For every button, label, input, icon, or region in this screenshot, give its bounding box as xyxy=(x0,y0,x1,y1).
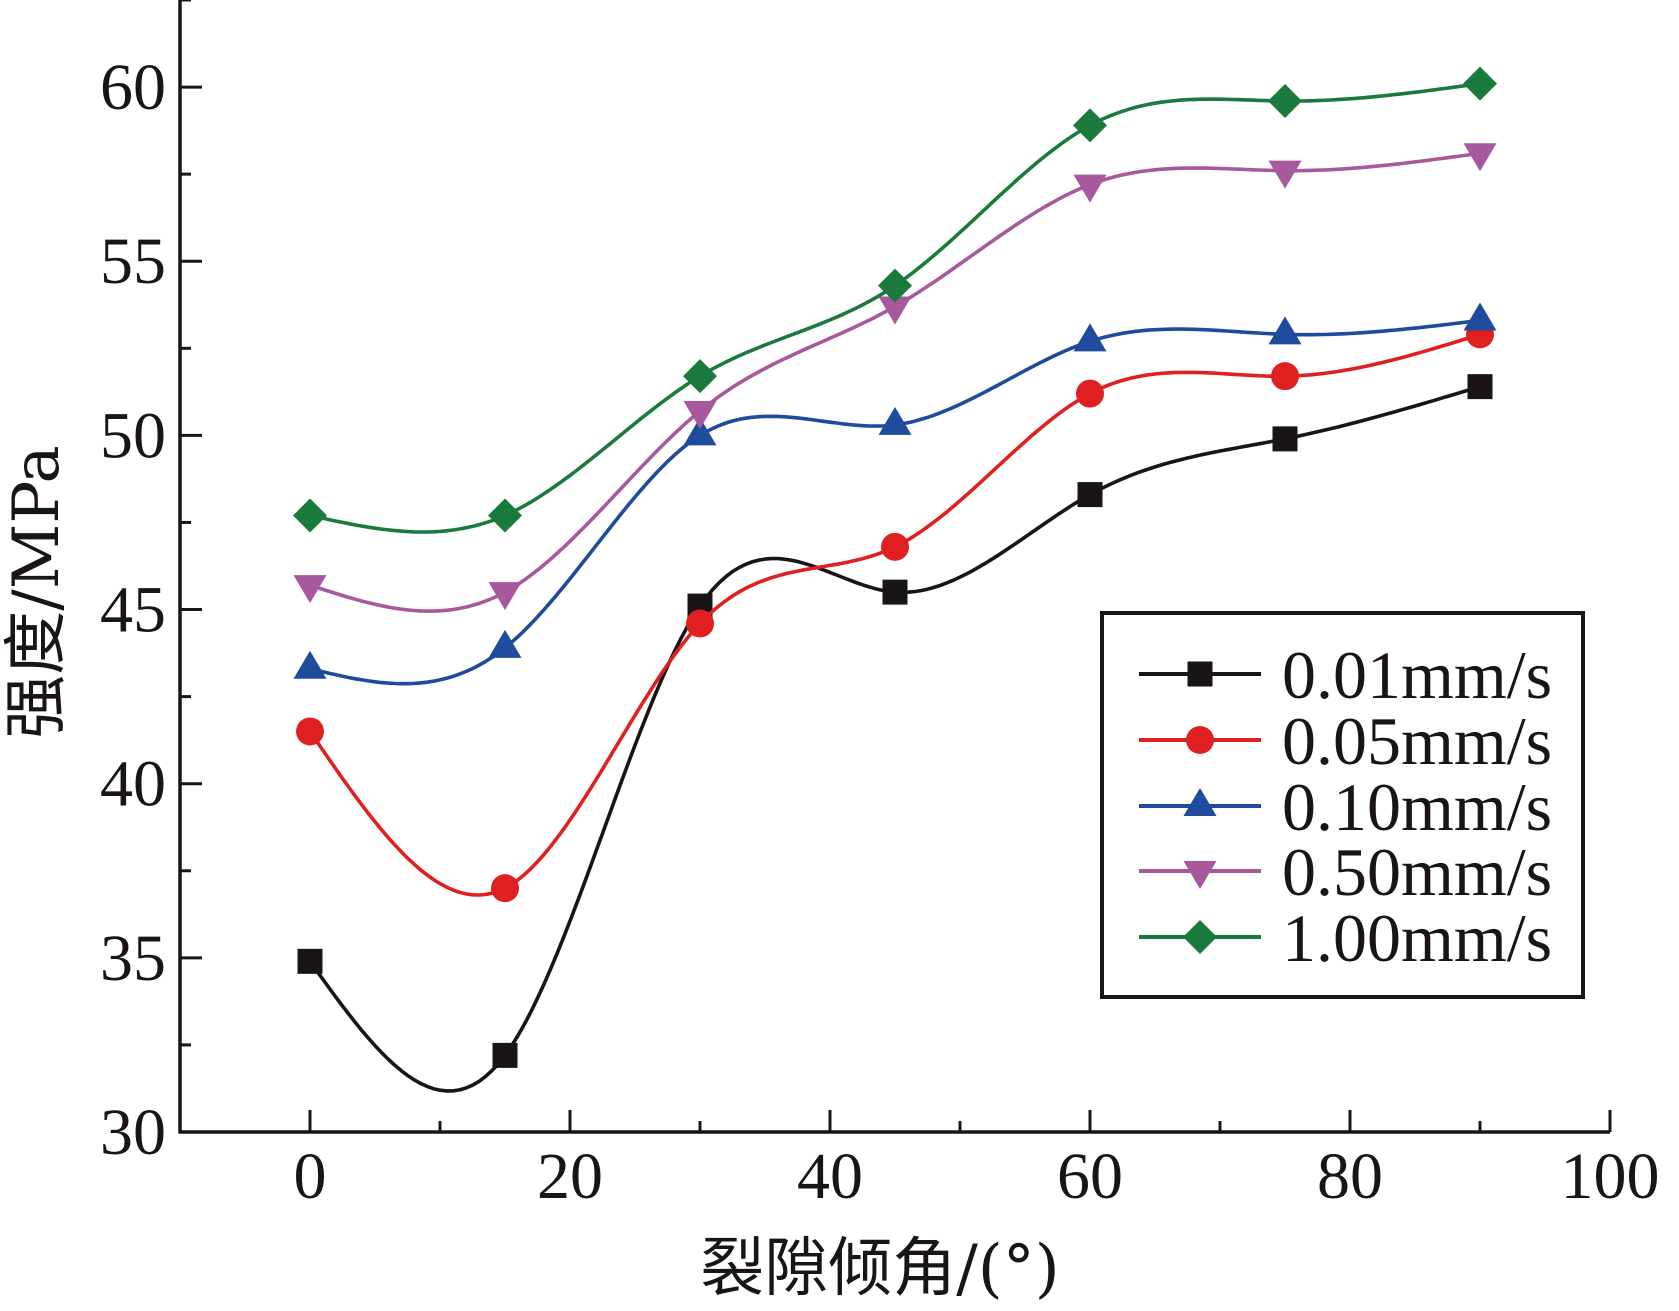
y-tick-label: 55 xyxy=(100,225,166,298)
data-point xyxy=(296,717,324,746)
legend-item: 0.05mm/s xyxy=(1139,703,1552,779)
data-point xyxy=(1077,482,1103,508)
x-tick-label: 40 xyxy=(797,1140,863,1213)
data-point xyxy=(1073,323,1107,352)
data-point xyxy=(1271,362,1299,391)
data-point xyxy=(1268,84,1302,119)
x-tick-label: 0 xyxy=(294,1140,327,1213)
y-tick-label: 50 xyxy=(100,399,166,472)
data-point xyxy=(488,629,522,658)
data-point xyxy=(293,650,327,679)
data-point xyxy=(878,406,912,435)
data-point xyxy=(491,874,519,903)
legend-marker xyxy=(1187,661,1213,687)
legend-marker xyxy=(1183,920,1217,954)
data-point xyxy=(881,532,909,561)
legend-label: 0.50mm/s xyxy=(1282,834,1552,910)
data-point xyxy=(492,1042,518,1068)
series-layer xyxy=(293,66,1497,1093)
legend-marker xyxy=(1183,861,1217,889)
legend-marker xyxy=(1186,726,1214,754)
data-point xyxy=(297,948,323,974)
data-point xyxy=(683,359,717,394)
data-point xyxy=(488,582,522,611)
x-axis-title: 裂隙倾角/(°) xyxy=(700,1232,1060,1306)
data-point xyxy=(488,498,522,533)
legend-label: 0.01mm/s xyxy=(1282,637,1552,713)
data-point xyxy=(686,609,714,638)
y-tick-label: 30 xyxy=(100,1096,166,1169)
series-1-00mm-s xyxy=(293,66,1497,534)
data-point xyxy=(1463,143,1497,172)
data-point xyxy=(1073,174,1107,203)
data-point xyxy=(1268,316,1302,345)
legend-label: 0.05mm/s xyxy=(1282,703,1552,779)
data-point xyxy=(1076,379,1104,408)
series-0-05mm-s xyxy=(296,320,1494,903)
legend-item: 0.50mm/s xyxy=(1139,834,1552,910)
data-point xyxy=(1463,66,1497,101)
data-point xyxy=(683,401,717,430)
axes: 0 20 40 60 80 100 30 35 40 45 50 55 60 xyxy=(100,0,1660,1213)
data-point xyxy=(1467,374,1493,400)
series-0-50mm-s xyxy=(293,143,1497,613)
legend-item: 0.10mm/s xyxy=(1139,769,1552,845)
data-point xyxy=(1463,302,1497,331)
data-point xyxy=(878,268,912,303)
data-point xyxy=(293,575,327,604)
series-0-01mm-s xyxy=(297,374,1493,1093)
data-point xyxy=(1272,426,1298,452)
data-point xyxy=(1073,108,1107,143)
legend-label: 0.10mm/s xyxy=(1282,769,1552,845)
y-tick-label: 60 xyxy=(100,51,166,124)
data-point xyxy=(1268,160,1302,189)
y-tick-label: 35 xyxy=(100,922,166,995)
data-point xyxy=(683,417,717,446)
data-point xyxy=(882,579,908,605)
x-tick-label: 80 xyxy=(1317,1140,1383,1213)
legend: 0.01mm/s0.05mm/s0.10mm/s0.50mm/s1.00mm/s xyxy=(1100,611,1585,999)
legend-label: 1.00mm/s xyxy=(1282,900,1552,976)
x-tick-label: 20 xyxy=(537,1140,603,1213)
y-tick-label: 40 xyxy=(100,748,166,821)
y-tick-label: 45 xyxy=(100,574,166,647)
data-point xyxy=(878,296,912,325)
y-axis-title: 强度/MPa xyxy=(0,445,74,738)
x-tick-label: 60 xyxy=(1057,1140,1123,1213)
legend-marker xyxy=(1183,788,1217,816)
legend-item: 0.01mm/s xyxy=(1139,637,1552,713)
data-point xyxy=(293,498,327,533)
legend-item: 1.00mm/s xyxy=(1139,900,1552,976)
series-0-10mm-s xyxy=(293,302,1497,686)
x-tick-label: 100 xyxy=(1561,1140,1660,1213)
